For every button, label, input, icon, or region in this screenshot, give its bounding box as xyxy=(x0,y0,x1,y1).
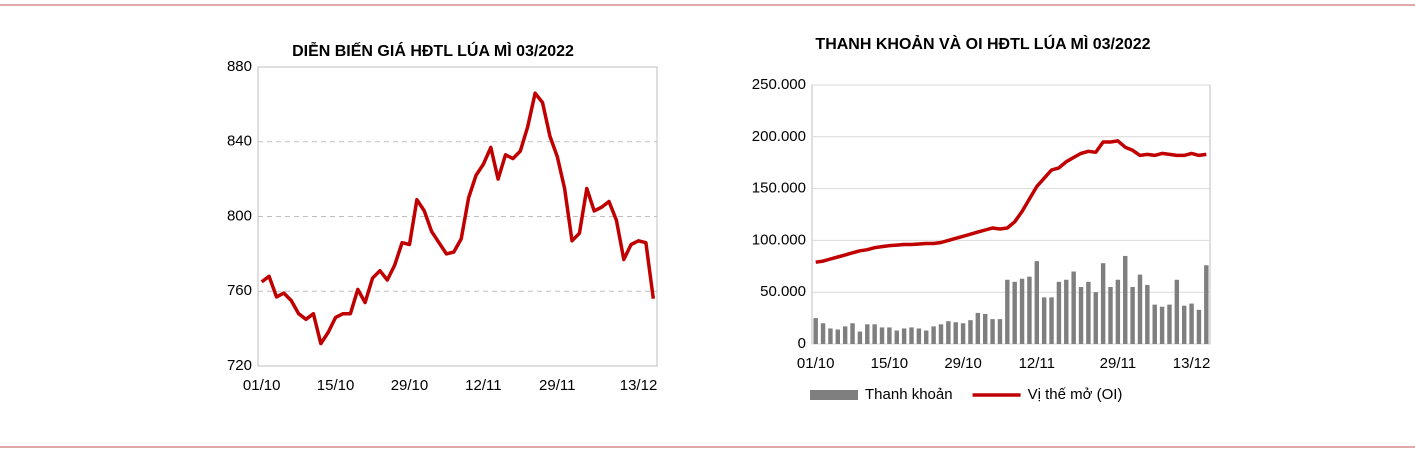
bar xyxy=(1056,281,1062,344)
legend-label: Vị thế mở (OI) xyxy=(1028,386,1123,403)
y-tick-label: 760 xyxy=(227,282,252,299)
bar xyxy=(1145,284,1150,344)
line-series xyxy=(260,91,656,346)
y-tick-label: 250.000 xyxy=(752,76,806,93)
bar xyxy=(960,323,966,344)
y-tick-label: 720 xyxy=(227,357,252,374)
bar xyxy=(997,319,1003,344)
x-tick-label: 29/10 xyxy=(391,377,429,394)
bar xyxy=(1005,279,1010,344)
x-tick-label: 29/10 xyxy=(944,355,982,372)
bar xyxy=(887,327,892,344)
bar xyxy=(850,323,855,344)
legend-label: Thanh khoản xyxy=(865,386,953,403)
bar xyxy=(1108,287,1113,344)
bar xyxy=(865,324,870,344)
bar xyxy=(1078,287,1084,344)
bar xyxy=(1174,279,1180,344)
bar xyxy=(1204,265,1209,344)
bar xyxy=(1071,271,1076,344)
y-tick-label: 0 xyxy=(798,335,806,352)
bar xyxy=(1049,297,1054,344)
bar xyxy=(879,327,885,344)
bar xyxy=(857,331,863,344)
chart-title: THANH KHOẢN VÀ OI HĐTL LÚA MÌ 03/2022 xyxy=(815,34,1150,53)
bar xyxy=(1137,274,1143,344)
y-tick-label: 840 xyxy=(227,133,252,150)
plot-area xyxy=(811,84,1211,345)
bar xyxy=(835,329,841,344)
bar xyxy=(842,326,848,344)
bar xyxy=(813,318,818,344)
bar xyxy=(1012,281,1017,344)
y-tick-label: 150.000 xyxy=(752,180,806,197)
bar xyxy=(1159,306,1165,344)
y-tick-label: 800 xyxy=(227,207,252,224)
bar xyxy=(1093,292,1098,344)
bar xyxy=(982,313,988,344)
y-tick-label: 50.000 xyxy=(760,283,806,300)
bar xyxy=(1019,278,1025,344)
bar xyxy=(968,320,973,344)
bar xyxy=(1123,255,1128,344)
x-tick-label: 13/12 xyxy=(620,377,658,394)
chart-title: DIỄN BIẾN GIÁ HĐTL LÚA MÌ 03/2022 xyxy=(292,41,574,60)
bar xyxy=(975,312,981,344)
y-tick-label: 100.000 xyxy=(752,231,806,248)
bar xyxy=(872,324,877,344)
bar xyxy=(901,328,907,344)
x-tick-label: 15/10 xyxy=(317,377,355,394)
bar xyxy=(1100,263,1106,344)
bar xyxy=(931,326,936,344)
x-tick-label: 13/12 xyxy=(1173,355,1211,372)
bar xyxy=(1130,287,1135,344)
x-tick-label: 12/11 xyxy=(1019,355,1055,372)
bar xyxy=(1064,279,1069,344)
bar xyxy=(990,319,995,344)
bar xyxy=(828,328,833,344)
bar xyxy=(924,330,929,344)
y-tick-label: 200.000 xyxy=(752,128,806,145)
bar xyxy=(953,322,958,344)
x-tick-label: 01/10 xyxy=(797,355,835,372)
bar xyxy=(1034,261,1040,344)
x-tick-label: 29/11 xyxy=(539,377,575,394)
bar xyxy=(1041,297,1047,344)
bar xyxy=(1152,304,1157,344)
bar xyxy=(1086,281,1091,344)
bar xyxy=(820,323,826,344)
bar xyxy=(1167,304,1172,344)
bar xyxy=(894,330,899,344)
bar xyxy=(938,324,944,344)
bar xyxy=(916,328,922,344)
bar xyxy=(1196,309,1202,344)
legend-swatch xyxy=(810,390,858,400)
bar xyxy=(1115,279,1121,344)
x-tick-label: 01/10 xyxy=(243,377,281,394)
bar xyxy=(1181,305,1187,344)
bar xyxy=(909,327,914,344)
x-tick-label: 15/10 xyxy=(871,355,909,372)
bar xyxy=(946,321,951,344)
y-tick-label: 880 xyxy=(227,58,252,75)
x-tick-label: 29/11 xyxy=(1100,355,1136,372)
bar xyxy=(1027,276,1032,344)
x-tick-label: 12/11 xyxy=(465,377,501,394)
bar xyxy=(1189,303,1194,344)
line-series xyxy=(815,139,1207,264)
